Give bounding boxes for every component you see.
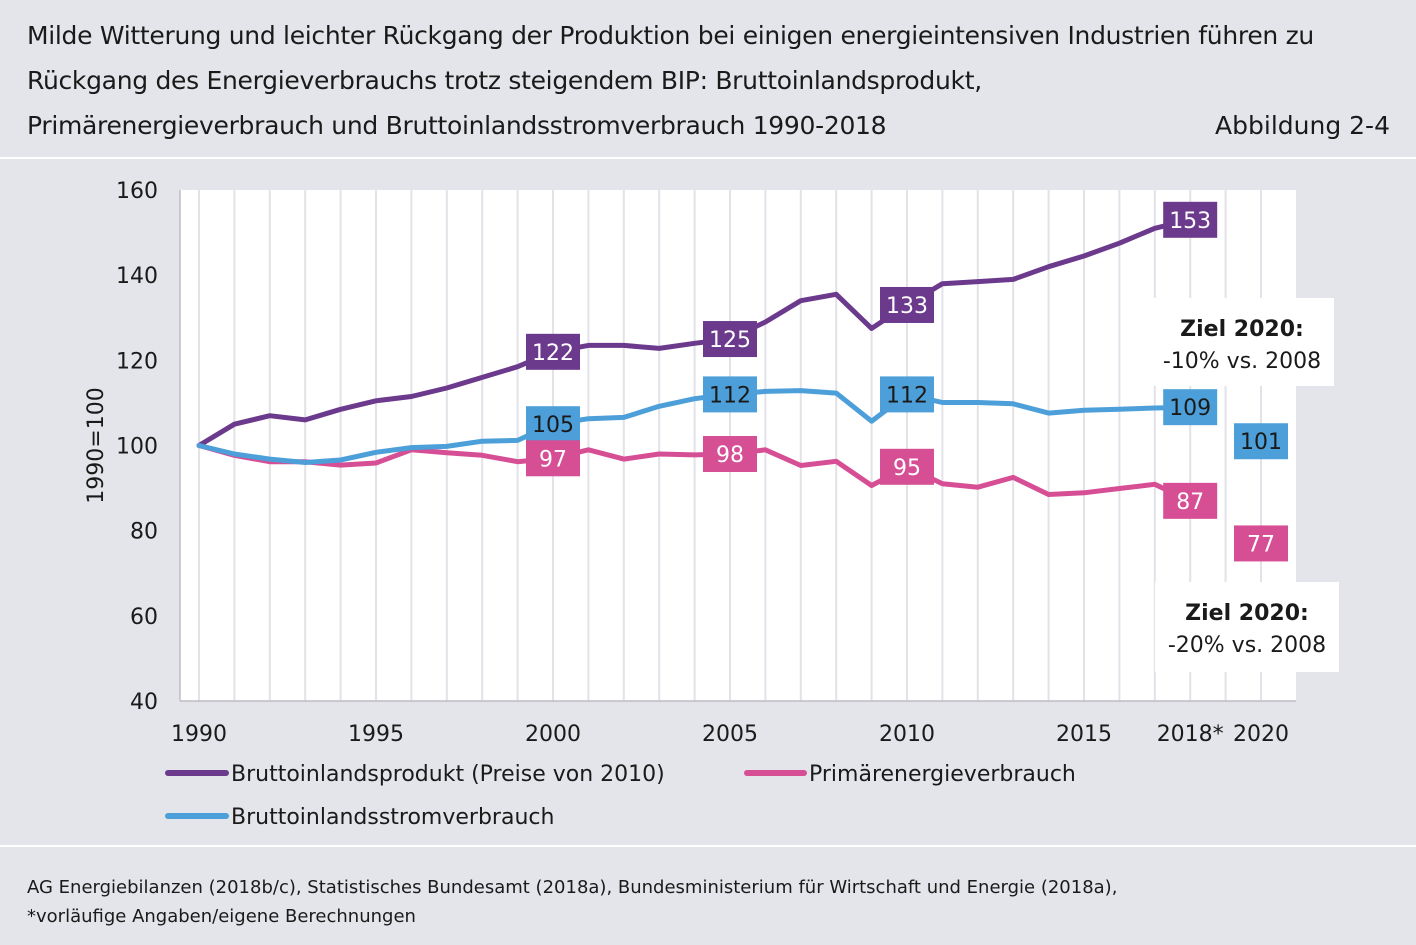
data-label-box (1163, 482, 1218, 519)
gdp-series-line (196, 217, 1193, 448)
x-tick-label: 2015 (1056, 722, 1112, 747)
target-annotation-text: -20% vs. 2008 (1168, 633, 1326, 658)
x-tick-label: 2000 (525, 722, 581, 747)
data-label: 101 (1240, 430, 1282, 455)
y-tick-label: 140 (116, 264, 158, 289)
x-tick-label: 1995 (348, 722, 404, 747)
data-label-box (526, 333, 580, 370)
title-line-1: Milde Witterung und leichter Rückgang de… (27, 21, 1314, 50)
target-annotation-box (1155, 582, 1339, 672)
y-tick-label: 100 (116, 435, 158, 460)
data-label-box (880, 448, 934, 485)
y-tick-label: 60 (130, 605, 158, 630)
target-annotation-box (1150, 298, 1334, 386)
data-label: 109 (1169, 396, 1211, 421)
target-annotation-title: Ziel 2020: (1185, 601, 1309, 626)
figure-number: Abbildung 2-4 (1215, 111, 1390, 140)
data-label-box (526, 406, 580, 443)
data-label: 105 (532, 413, 574, 438)
target-annotation-title: Ziel 2020: (1180, 317, 1304, 342)
data-label-box (1163, 389, 1218, 426)
y-tick-label: 80 (130, 520, 158, 545)
data-label: 153 (1169, 209, 1211, 234)
footer-divider (0, 845, 1416, 847)
data-label: 98 (716, 443, 744, 468)
x-tick-label: 2005 (702, 722, 758, 747)
data-label-box (703, 376, 757, 413)
data-label: 77 (1247, 532, 1275, 557)
data-label-box (1163, 201, 1218, 238)
y-axis-label: 1990=100 (84, 387, 109, 503)
figure-header: Milde Witterung und leichter Rückgang de… (0, 0, 1416, 157)
y-tick-label: 160 (116, 179, 158, 204)
source-line-1: AG Energiebilanzen (2018b/c), Statistisc… (27, 877, 1118, 898)
title-line-2: Rückgang des Energieverbrauchs trotz ste… (27, 66, 982, 95)
x-tick-label: 1990 (171, 722, 227, 747)
x-tick-label: 2018* (1157, 722, 1224, 747)
data-label-box (880, 376, 934, 413)
x-tick-label: 2020 (1233, 722, 1289, 747)
data-label: 125 (709, 328, 751, 353)
data-label: 112 (709, 383, 751, 408)
data-label-box (1234, 525, 1288, 562)
source-note: AG Energiebilanzen (2018b/c), Statistisc… (27, 873, 1117, 931)
legend-gdp-label: Bruttoinlandsprodukt (Preise von 2010) (231, 762, 665, 787)
data-label-box (526, 440, 580, 477)
header-divider (0, 157, 1416, 159)
data-label: 87 (1176, 490, 1204, 515)
target-annotation-text: -10% vs. 2008 (1163, 349, 1321, 374)
legend-primary-energy-label: Primärenergieverbrauch (809, 762, 1076, 787)
data-label: 97 (539, 447, 567, 472)
data-label: 122 (532, 341, 574, 366)
x-tick-label: 2010 (879, 722, 935, 747)
y-tick-label: 40 (130, 690, 158, 715)
title-line-3: Primärenergieverbrauch und Bruttoinlands… (27, 111, 887, 140)
data-label-box (1234, 423, 1288, 460)
data-label-box (703, 436, 757, 473)
primary-energy-series-line (196, 443, 1193, 504)
line-chart: 40 60 80 100 120 140 160 1990=100 1990 1995 2000 20… (84, 179, 1339, 830)
electricity-series-line (196, 388, 1193, 465)
data-label: 95 (893, 456, 921, 481)
y-tick-label: 120 (116, 349, 158, 374)
legend-electricity-label: Bruttoinlandsstromverbrauch (231, 805, 554, 830)
data-label: 112 (886, 383, 928, 408)
data-label-box (880, 286, 934, 323)
data-label: 133 (886, 294, 928, 319)
source-line-2: *vorläufige Angaben/eigene Berechnungen (27, 906, 416, 927)
data-label-box (703, 321, 757, 358)
